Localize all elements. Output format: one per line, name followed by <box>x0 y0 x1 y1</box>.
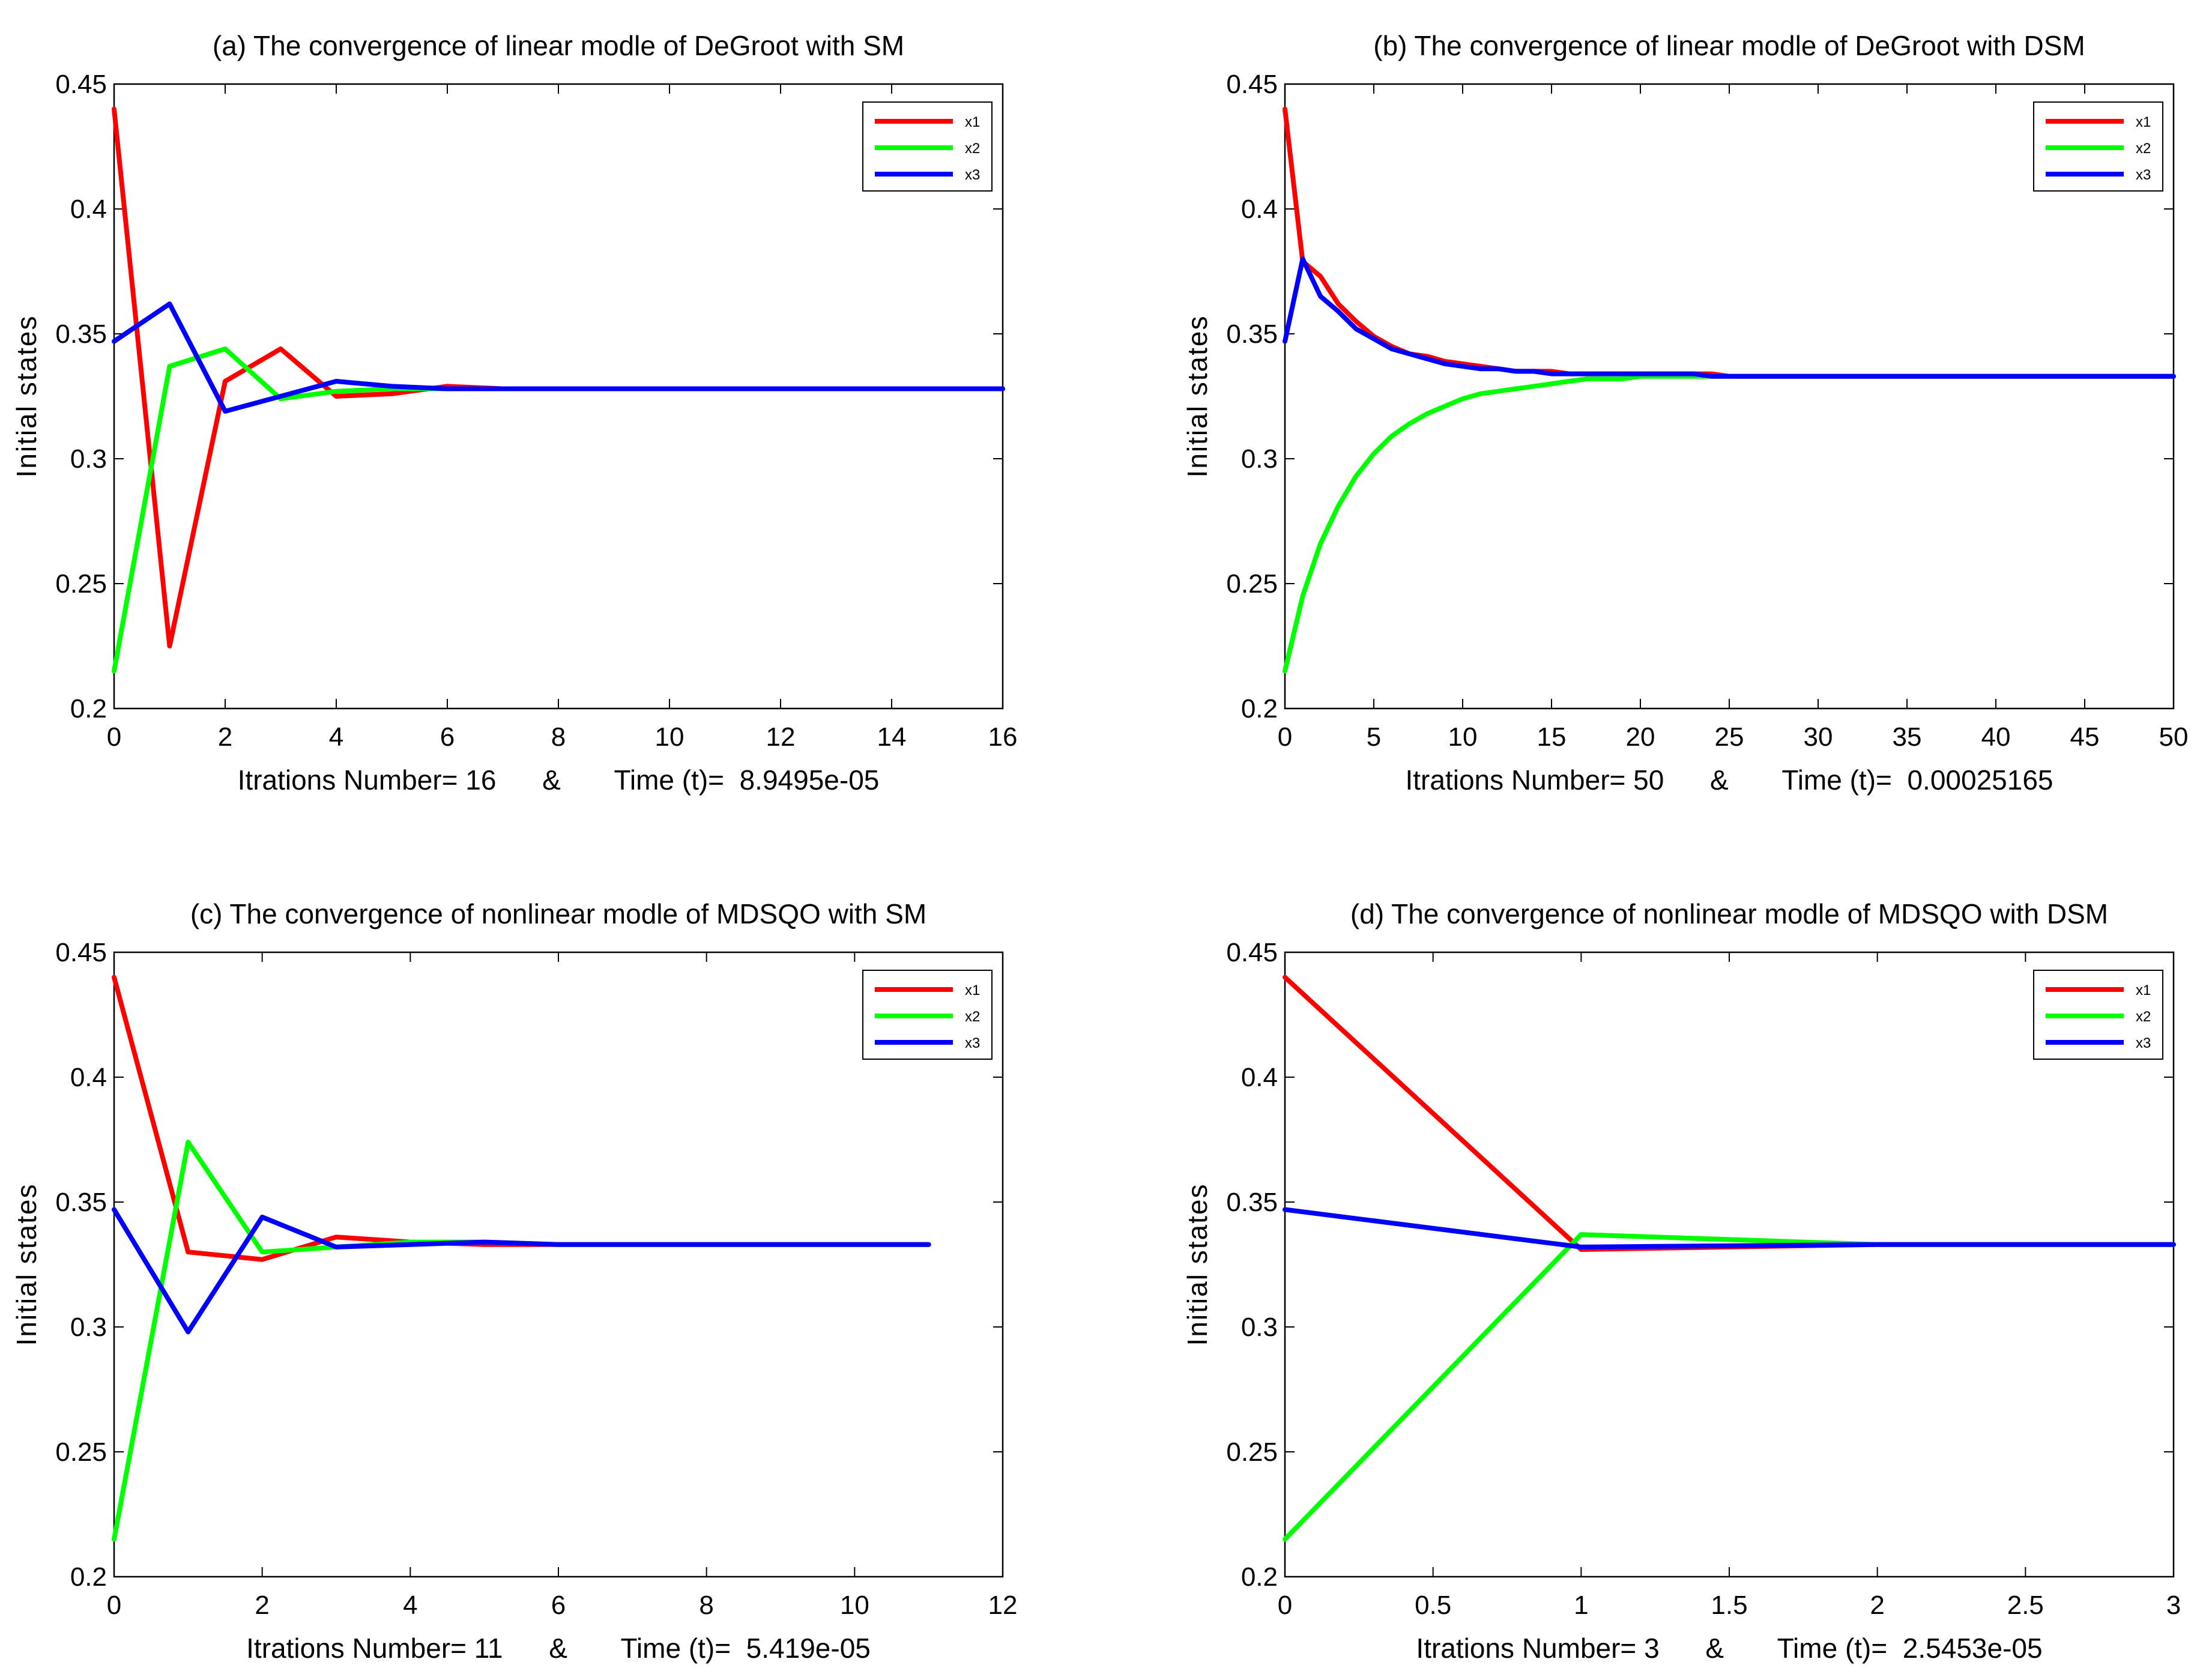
x-tick-label: 6 <box>440 722 455 752</box>
x-tick-label: 4 <box>329 722 343 752</box>
x-tick-label: 1.5 <box>1711 1591 1747 1620</box>
y-tick-label: 0.4 <box>70 195 107 224</box>
x-tick-label: 3 <box>2166 1591 2181 1620</box>
plot-area <box>113 951 1004 1578</box>
y-tick-label: 0.25 <box>1226 569 1278 599</box>
x-tick-label: 0.5 <box>1415 1591 1451 1620</box>
legend: x1 x2 x3 <box>862 970 993 1060</box>
x-tick-label: 14 <box>877 722 907 752</box>
x-axis-label: Itrations Number= 3 & Time (t)= 2.5453e-… <box>1416 1633 2042 1664</box>
y-tick-label: 0.4 <box>70 1063 107 1092</box>
y-tick-label: 0.3 <box>1241 1313 1278 1342</box>
legend-label: x3 <box>965 167 980 183</box>
chart-panel: (c) The convergence of nonlinear modle o… <box>11 898 1017 1664</box>
x-axis-label: Itrations Number= 11 & Time (t)= 5.419e-… <box>246 1633 871 1664</box>
legend: x1 x2 x3 <box>2033 970 2163 1060</box>
x-tick-label: 50 <box>2159 722 2189 752</box>
x-tick-label: 10 <box>655 722 684 752</box>
chart-title: (b) The convergence of linear modle of D… <box>1373 30 2085 61</box>
plot-area <box>1284 83 2175 710</box>
y-tick-label: 0.3 <box>1241 444 1278 474</box>
y-tick-label: 0.3 <box>70 444 107 474</box>
x-tick-label: 8 <box>551 722 566 752</box>
x-tick-label: 4 <box>403 1591 417 1620</box>
chart-title: (d) The convergence of nonlinear modle o… <box>1350 898 2108 929</box>
chart-panel: (d) The convergence of nonlinear modle o… <box>1182 898 2181 1664</box>
x-tick-label: 0 <box>1278 1591 1292 1620</box>
legend-label: x2 <box>2136 141 2151 157</box>
legend-label: x2 <box>965 141 980 157</box>
x-tick-label: 0 <box>107 722 121 752</box>
x-tick-label: 1 <box>1574 1591 1588 1620</box>
y-tick-label: 0.45 <box>1226 70 1278 99</box>
y-tick-label: 0.4 <box>1241 1063 1278 1092</box>
plot-area <box>113 83 1004 710</box>
y-axis-label: Initial states <box>11 1183 42 1346</box>
x-tick-label: 45 <box>2070 722 2100 752</box>
chart-panel: (b) The convergence of linear modle of D… <box>1182 30 2188 796</box>
series-line-x3 <box>1283 1207 2176 1249</box>
series-line-x3 <box>112 301 1005 414</box>
y-tick-label: 0.2 <box>70 1562 107 1592</box>
y-tick-label: 0.25 <box>1226 1437 1278 1467</box>
y-tick-label: 0.4 <box>1241 195 1278 224</box>
y-axis-label: Initial states <box>1182 1183 1213 1346</box>
y-tick-label: 0.35 <box>1226 319 1278 349</box>
x-tick-label: 10 <box>1448 722 1478 752</box>
x-tick-label: 2 <box>1870 1591 1884 1620</box>
y-tick-label: 0.2 <box>70 694 107 724</box>
x-tick-label: 12 <box>988 1591 1018 1620</box>
y-tick-label: 0.2 <box>1241 694 1278 724</box>
y-tick-label: 0.25 <box>55 1437 107 1467</box>
x-tick-label: 20 <box>1626 722 1655 752</box>
legend-label: x2 <box>2136 1009 2151 1025</box>
chart-title: (c) The convergence of nonlinear modle o… <box>190 898 926 929</box>
legend-label: x1 <box>2136 982 2151 999</box>
legend-label: x1 <box>965 982 980 999</box>
x-tick-label: 40 <box>1981 722 2011 752</box>
y-tick-label: 0.45 <box>55 70 107 99</box>
y-tick-label: 0.45 <box>1226 938 1278 967</box>
legend: x1 x2 x3 <box>862 101 993 192</box>
x-tick-label: 10 <box>840 1591 869 1620</box>
x-tick-label: 35 <box>1893 722 1922 752</box>
x-tick-label: 2 <box>218 722 232 752</box>
series-line-x3 <box>1283 256 2176 379</box>
chart-title: (a) The convergence of linear modle of D… <box>213 30 904 61</box>
x-tick-label: 5 <box>1367 722 1381 752</box>
series-line-x3 <box>112 1207 931 1335</box>
x-tick-label: 0 <box>107 1591 121 1620</box>
legend-label: x1 <box>2136 114 2151 130</box>
x-tick-label: 0 <box>1278 722 1292 752</box>
y-tick-label: 0.25 <box>55 569 107 599</box>
x-tick-label: 12 <box>766 722 796 752</box>
y-tick-label: 0.35 <box>55 1188 107 1217</box>
x-tick-label: 16 <box>988 722 1018 752</box>
x-tick-label: 2 <box>255 1591 269 1620</box>
y-tick-label: 0.35 <box>55 319 107 349</box>
x-axis-label: Itrations Number= 16 & Time (t)= 8.9495e… <box>238 764 880 796</box>
x-tick-label: 15 <box>1537 722 1567 752</box>
legend-label: x2 <box>965 1009 980 1025</box>
y-tick-label: 0.3 <box>70 1313 107 1342</box>
x-tick-label: 30 <box>1804 722 1833 752</box>
legend-label: x3 <box>965 1035 980 1051</box>
y-axis-label: Initial states <box>1182 315 1213 478</box>
x-tick-label: 2.5 <box>2007 1591 2044 1620</box>
y-tick-label: 0.2 <box>1241 1562 1278 1592</box>
legend-label: x1 <box>965 114 980 130</box>
y-tick-label: 0.35 <box>1226 1188 1278 1217</box>
x-tick-label: 6 <box>551 1591 566 1620</box>
x-tick-label: 8 <box>699 1591 713 1620</box>
chart-panel: (a) The convergence of linear modle of D… <box>11 30 1017 796</box>
legend-label: x3 <box>2136 167 2151 183</box>
x-axis-label: Itrations Number= 50 & Time (t)= 0.00025… <box>1406 764 2053 796</box>
legend: x1 x2 x3 <box>2033 101 2163 192</box>
legend-label: x3 <box>2136 1035 2151 1051</box>
y-axis-label: Initial states <box>11 315 42 478</box>
y-tick-label: 0.45 <box>55 938 107 967</box>
x-tick-label: 25 <box>1715 722 1744 752</box>
